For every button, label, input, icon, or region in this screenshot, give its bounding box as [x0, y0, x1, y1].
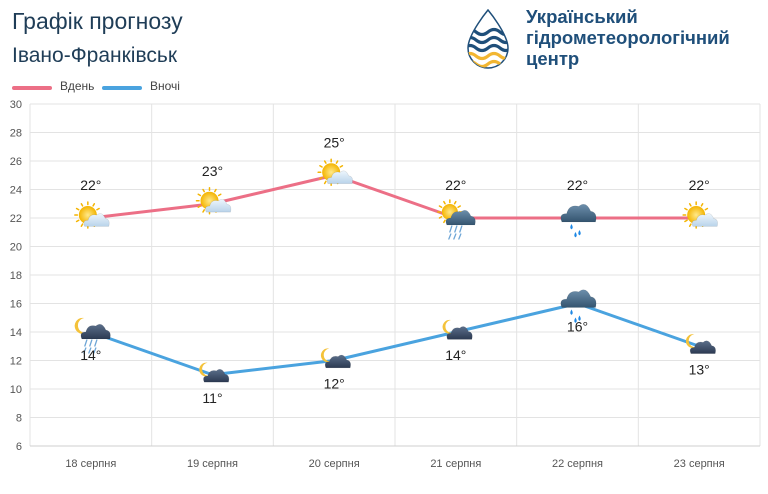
moon-cloud-icon [442, 319, 473, 340]
legend-day-label: Вдень [60, 79, 95, 93]
night-series-line[interactable] [89, 302, 701, 377]
moon-cloud-icon [685, 334, 716, 354]
y-tick-label: 24 [10, 185, 22, 197]
day-temp-label: 22° [689, 177, 710, 193]
y-tick-label: 20 [10, 242, 22, 254]
drop-wave-logo-icon [467, 8, 509, 69]
moon-cloud-rain-icon [74, 317, 111, 354]
night-temp-label: 14° [80, 347, 101, 363]
sun-cloud-icon [317, 158, 353, 186]
x-tick-label: 19 серпня [187, 458, 238, 470]
night-temp-label: 14° [445, 347, 466, 363]
y-tick-label: 16 [10, 299, 22, 311]
night-temp-label: 16° [567, 319, 588, 335]
grid-layer [29, 103, 761, 447]
y-tick-label: 8 [16, 413, 22, 425]
moon-cloud-icon [320, 348, 351, 369]
night-temp-label: 12° [324, 376, 345, 392]
org-name-line-1: Український [526, 6, 638, 27]
x-tick-label: 21 серпня [430, 458, 481, 470]
day-temp-label: 22° [80, 177, 101, 193]
legend-day-swatch [12, 86, 52, 90]
y-tick-label: 30 [10, 99, 22, 111]
page-title: Графік прогнозу [12, 8, 183, 34]
y-tick-label: 26 [10, 156, 22, 168]
day-temp-label: 22° [567, 177, 588, 193]
night-temp-label: 11° [202, 390, 222, 406]
night-temp-label: 13° [689, 361, 710, 377]
sun-cloud-rain-icon [437, 199, 476, 240]
rain-cloud-icon [560, 203, 597, 238]
org-name-line-3: центр [526, 48, 580, 69]
y-tick-label: 6 [16, 441, 22, 453]
icon-layer [74, 158, 718, 383]
legend-night-label: Вночі [150, 79, 180, 93]
sun-cloud-icon [195, 187, 232, 215]
city-name: Івано-Франківськ [12, 44, 178, 67]
organization-logo: Український гідрометеорологічний центр [462, 4, 762, 74]
y-tick-label: 14 [10, 327, 22, 339]
sun-cloud-icon [74, 201, 110, 229]
x-tick-label: 18 серпня [65, 458, 116, 470]
day-temp-label: 23° [202, 163, 223, 179]
day-series-line[interactable] [89, 173, 701, 220]
org-name-line-2: гідрометеорологічний [526, 27, 730, 48]
y-tick-label: 10 [10, 384, 22, 396]
y-tick-label: 18 [10, 270, 22, 282]
rain-cloud-icon [560, 289, 597, 323]
moon-cloud-icon [199, 362, 230, 383]
y-tick-label: 12 [10, 356, 22, 368]
y-tick-label: 28 [10, 128, 22, 140]
x-tick-label: 22 серпня [552, 458, 603, 470]
axis-layer: 6 8 10 12 14 16 18 20 22 24 26 28 30 18 серпня 19 серп… [10, 99, 760, 470]
x-tick-label: 23 серпня [674, 458, 725, 470]
organization-name: Український гідрометеорологічний центр [526, 6, 766, 69]
y-tick-label: 22 [10, 213, 22, 225]
sun-cloud-icon [682, 201, 718, 229]
x-tick-label: 20 серпня [309, 458, 360, 470]
day-temp-label: 22° [445, 177, 466, 193]
label-layer: 22° 23° 25° 22° 22° 22° 14° 11° 12° 14° 16° 13° [80, 134, 710, 406]
day-temp-label: 25° [324, 134, 345, 150]
legend-night-swatch [102, 86, 142, 90]
